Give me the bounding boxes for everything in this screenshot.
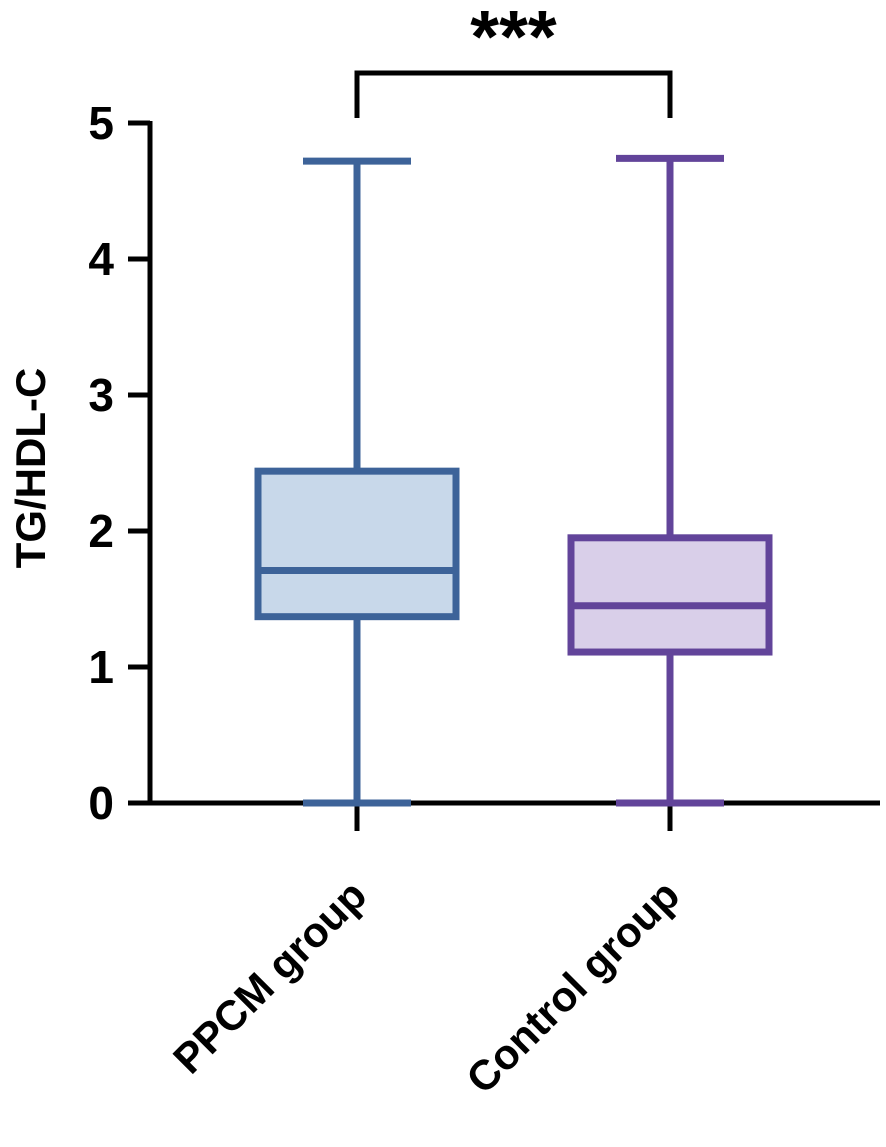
x-category-label-1: PPCM group [164,871,375,1082]
y-tick-label-4: 4 [88,233,114,285]
significance-label: *** [470,0,557,78]
box-1 [254,157,460,807]
y-tick-label-2: 2 [88,505,114,557]
interquartile-box [567,534,773,656]
interquartile-box [254,467,460,621]
y-tick-label-1: 1 [88,641,114,693]
x-category-label-2: Control group [457,871,688,1102]
y-tick-label-3: 3 [88,369,114,421]
box-series [254,154,773,807]
y-axis-label: TG/HDL-C [7,368,54,569]
significance-annotation: *** [354,0,673,118]
y-tick-label-0: 0 [88,777,114,829]
significance-bracket [354,70,673,118]
y-tick-label-5: 5 [88,97,114,149]
box-2 [567,154,773,807]
